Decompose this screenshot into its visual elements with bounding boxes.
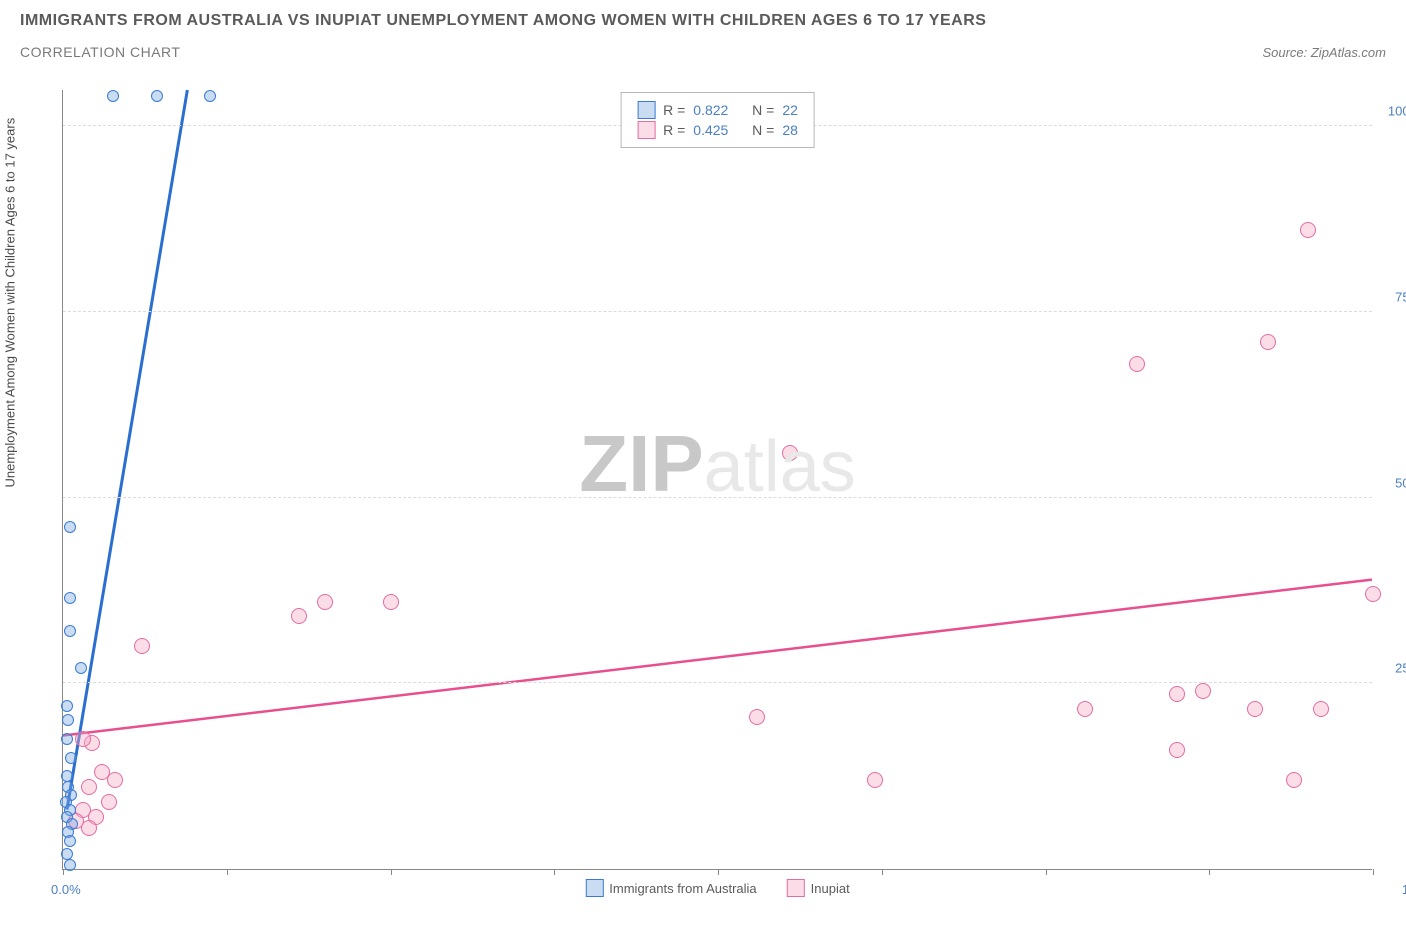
x-tick bbox=[63, 869, 64, 875]
scatter-point-pink bbox=[317, 594, 333, 610]
scatter-point-blue bbox=[64, 592, 76, 604]
n-label: N = bbox=[752, 102, 774, 118]
y-tick-label: 75.0% bbox=[1395, 289, 1406, 304]
scatter-point-pink bbox=[383, 594, 399, 610]
x-tick bbox=[554, 869, 555, 875]
scatter-point-blue bbox=[64, 521, 76, 533]
grid-line bbox=[63, 311, 1372, 312]
scatter-point-blue bbox=[62, 714, 74, 726]
scatter-point-pink bbox=[1129, 356, 1145, 372]
scatter-point-blue bbox=[61, 848, 73, 860]
r-label: R = bbox=[663, 122, 685, 138]
n-label: N = bbox=[752, 122, 774, 138]
y-tick-label: 50.0% bbox=[1395, 475, 1406, 490]
scatter-point-pink bbox=[867, 772, 883, 788]
scatter-point-blue bbox=[107, 90, 119, 102]
scatter-point-pink bbox=[291, 608, 307, 624]
legend-item-blue: Immigrants from Australia bbox=[585, 879, 756, 897]
source-attribution: Source: ZipAtlas.com bbox=[1262, 45, 1386, 60]
scatter-point-pink bbox=[1247, 701, 1263, 717]
scatter-point-pink bbox=[81, 779, 97, 795]
scatter-point-blue bbox=[64, 859, 76, 871]
series-label-pink: Inupiat bbox=[811, 881, 850, 896]
r-label: R = bbox=[663, 102, 685, 118]
source-name: ZipAtlas.com bbox=[1311, 45, 1386, 60]
scatter-point-pink bbox=[75, 731, 91, 747]
swatch-blue bbox=[585, 879, 603, 897]
scatter-point-pink bbox=[1077, 701, 1093, 717]
x-tick bbox=[718, 869, 719, 875]
r-value-blue: 0.822 bbox=[693, 102, 728, 118]
scatter-point-blue bbox=[65, 752, 77, 764]
scatter-point-blue bbox=[75, 662, 87, 674]
grid-line bbox=[63, 497, 1372, 498]
stats-row-blue: R = 0.822 N = 22 bbox=[637, 101, 798, 119]
scatter-point-pink bbox=[1169, 742, 1185, 758]
scatter-point-pink bbox=[1169, 686, 1185, 702]
scatter-point-blue bbox=[151, 90, 163, 102]
x-tick bbox=[882, 869, 883, 875]
scatter-point-pink bbox=[1260, 334, 1276, 350]
subtitle-row: CORRELATION CHART Source: ZipAtlas.com bbox=[0, 34, 1406, 60]
y-axis-label: Unemployment Among Women with Children A… bbox=[3, 118, 18, 488]
scatter-point-pink bbox=[782, 445, 798, 461]
scatter-point-pink bbox=[1313, 701, 1329, 717]
scatter-point-pink bbox=[1365, 586, 1381, 602]
legend-item-pink: Inupiat bbox=[787, 879, 850, 897]
swatch-pink bbox=[637, 121, 655, 139]
x-tick bbox=[227, 869, 228, 875]
trend-line bbox=[67, 90, 187, 810]
scatter-point-blue bbox=[61, 700, 73, 712]
n-value-pink: 28 bbox=[782, 122, 798, 138]
y-tick-label: 100.0% bbox=[1388, 104, 1406, 119]
bottom-legend: Immigrants from Australia Inupiat bbox=[585, 879, 849, 897]
series-label-blue: Immigrants from Australia bbox=[609, 881, 756, 896]
scatter-point-pink bbox=[1195, 683, 1211, 699]
scatter-point-blue bbox=[204, 90, 216, 102]
scatter-point-pink bbox=[1300, 222, 1316, 238]
scatter-point-blue bbox=[64, 625, 76, 637]
scatter-point-pink bbox=[134, 638, 150, 654]
plot-area: ZIPatlas R = 0.822 N = 22 R = 0.425 N = … bbox=[62, 90, 1372, 870]
scatter-point-pink bbox=[1286, 772, 1302, 788]
chart-container: Unemployment Among Women with Children A… bbox=[20, 80, 1386, 900]
x-tick-label-max: 100.0% bbox=[1402, 882, 1406, 897]
swatch-blue bbox=[637, 101, 655, 119]
y-tick-label: 25.0% bbox=[1395, 661, 1406, 676]
x-tick bbox=[1209, 869, 1210, 875]
x-tick bbox=[1046, 869, 1047, 875]
source-label: Source: bbox=[1262, 45, 1310, 60]
scatter-point-blue bbox=[61, 733, 73, 745]
r-value-pink: 0.425 bbox=[693, 122, 728, 138]
x-tick-label-min: 0.0% bbox=[51, 882, 81, 897]
scatter-point-pink bbox=[749, 709, 765, 725]
x-tick bbox=[1373, 869, 1374, 875]
grid-line bbox=[63, 682, 1372, 683]
stats-legend: R = 0.822 N = 22 R = 0.425 N = 28 bbox=[620, 92, 815, 148]
chart-subtitle: CORRELATION CHART bbox=[20, 44, 180, 60]
scatter-point-pink bbox=[107, 772, 123, 788]
n-value-blue: 22 bbox=[782, 102, 798, 118]
chart-title: IMMIGRANTS FROM AUSTRALIA VS INUPIAT UNE… bbox=[0, 0, 1406, 34]
swatch-pink bbox=[787, 879, 805, 897]
trend-line bbox=[63, 580, 1372, 736]
stats-row-pink: R = 0.425 N = 28 bbox=[637, 121, 798, 139]
scatter-point-pink bbox=[101, 794, 117, 810]
scatter-point-blue bbox=[64, 835, 76, 847]
scatter-point-pink bbox=[81, 820, 97, 836]
x-tick bbox=[391, 869, 392, 875]
